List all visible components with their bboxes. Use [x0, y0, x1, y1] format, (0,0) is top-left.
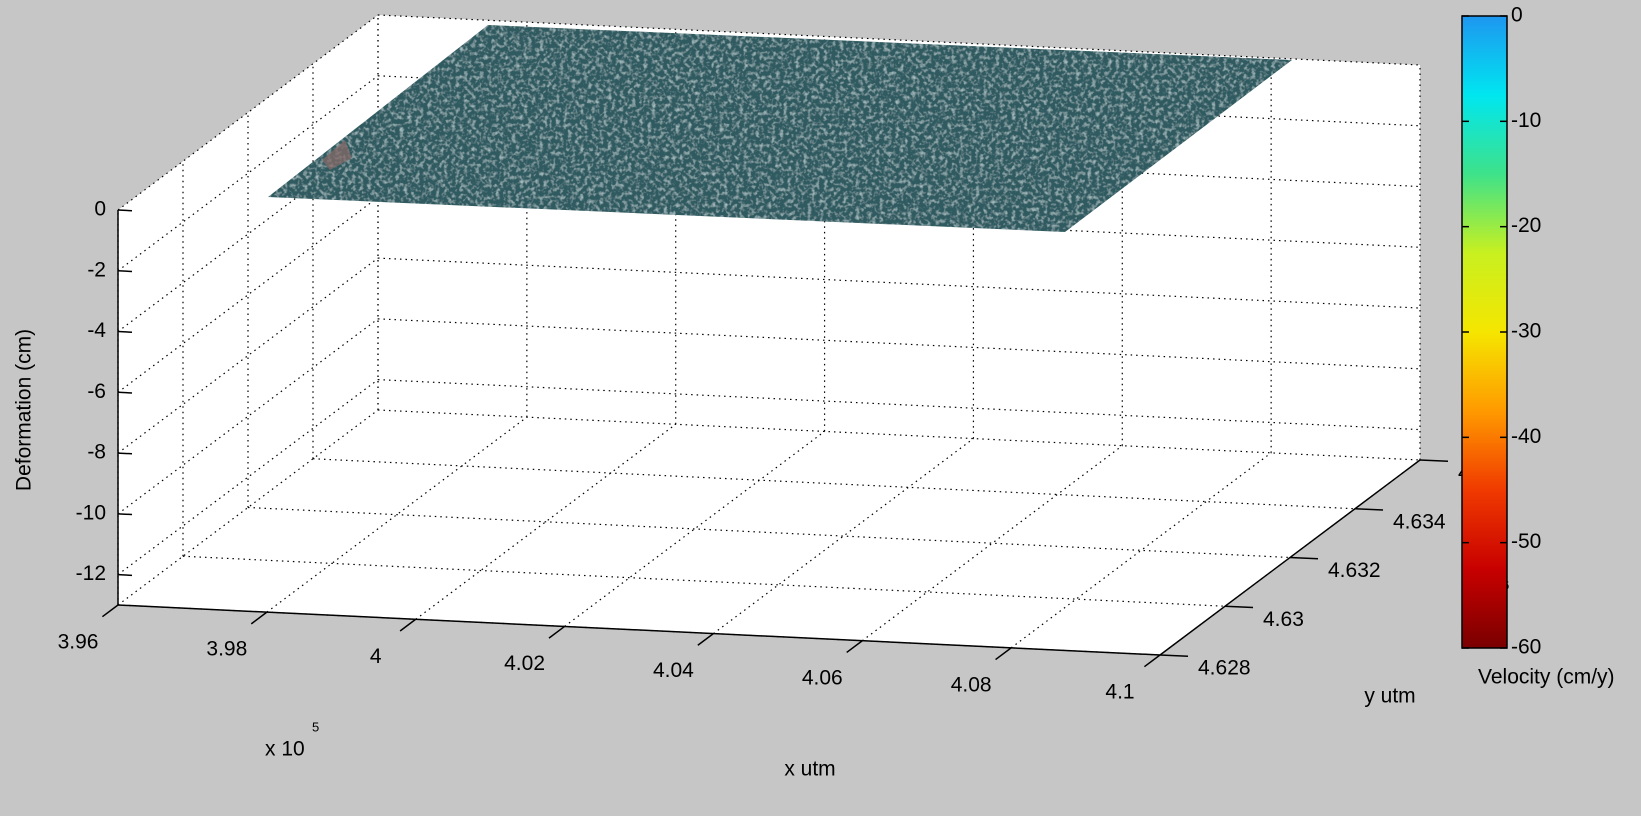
z-tick-label: -2 [87, 258, 106, 281]
colorbar-tick-label: -10 [1511, 109, 1541, 132]
colorbar-label: Velocity (cm/y) [1478, 666, 1615, 689]
colorbar-tick-label: -50 [1511, 530, 1541, 553]
y-tick-label: 4.628 [1198, 657, 1251, 680]
y-tick [1420, 460, 1448, 461]
z-tick-label: 0 [94, 198, 106, 221]
z-tick-label: -4 [87, 319, 106, 342]
colorbar: 0 -10 -20 -30 -40 -50 -60 [1462, 4, 1541, 659]
x-tick-label: 4 [370, 645, 382, 668]
y-tick [1160, 655, 1188, 656]
x-tick [698, 634, 714, 646]
colorbar-tick-label: -30 [1511, 320, 1541, 343]
z-tick [118, 210, 132, 211]
z-tick [118, 575, 132, 576]
figure: 3.96 3.98 4 4.02 4.04 4.06 4.08 4.1 4.628 4.63 4.6… [0, 0, 1641, 816]
y-tick [1225, 606, 1253, 607]
z-tick [118, 332, 132, 333]
x-tick-label: 4.04 [653, 659, 694, 682]
x-tick [996, 648, 1012, 660]
z-tick-label: -8 [87, 441, 106, 464]
y-tick [1355, 509, 1383, 510]
x-tick-label: 4.06 [802, 666, 843, 689]
z-tick [118, 271, 132, 272]
x-tick [847, 641, 863, 653]
x-tick [549, 626, 565, 638]
y-tick-label: 4.63 [1263, 608, 1304, 631]
x-tick [1144, 655, 1160, 667]
x-tick [102, 605, 118, 617]
y-tick-label: 4.632 [1328, 559, 1381, 582]
x-axis-label: x utm [784, 758, 835, 781]
y-tick-label: 4.634 [1393, 510, 1446, 533]
z-axis-label: Deformation (cm) [13, 329, 36, 491]
x-tick-label: 4.02 [504, 652, 545, 675]
colorbar-tick-label: -20 [1511, 214, 1541, 237]
x-tick-label: 4.08 [951, 673, 992, 696]
z-tick-label: -10 [76, 501, 106, 524]
x-tick-label: 3.96 [58, 631, 99, 654]
z-tick [118, 514, 132, 515]
colorbar-tick-label: -60 [1511, 636, 1541, 659]
y-axis-label: y utm [1364, 685, 1415, 708]
x-exponent: 5 [312, 719, 319, 734]
x-tick-label: 4.1 [1105, 681, 1134, 704]
z-tick [118, 392, 132, 393]
z-tick-label: -12 [76, 562, 106, 585]
z-tick-label: -6 [87, 380, 106, 403]
x-tick [251, 612, 267, 624]
x-multiplier: x 10 [265, 738, 305, 761]
colorbar-tick-label: 0 [1511, 4, 1523, 27]
page: 3.96 3.98 4 4.02 4.04 4.06 4.08 4.1 4.628 4.63 4.6… [0, 0, 1641, 816]
x-tick [400, 619, 416, 631]
z-tick [118, 453, 132, 454]
x-tick-label: 3.98 [206, 638, 247, 661]
colorbar-tick-label: -40 [1511, 425, 1541, 448]
y-tick [1290, 558, 1318, 559]
